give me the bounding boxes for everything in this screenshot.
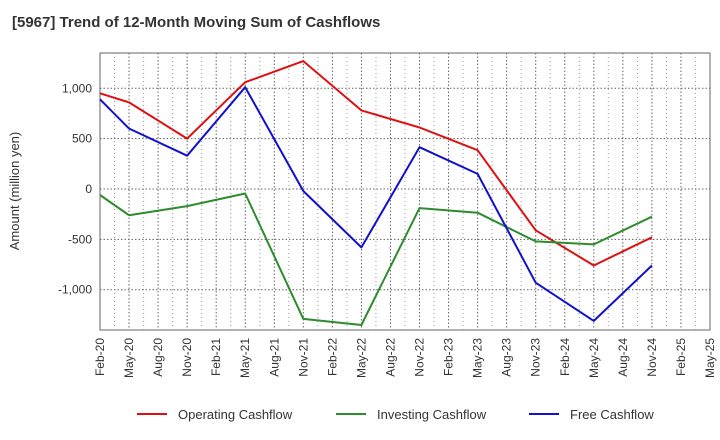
x-tick-labels: Feb-20 May-20 Aug-20 Nov-20 Feb-21 May-21 Aug-…: [93, 338, 717, 378]
x-tick-label: May-25: [703, 338, 717, 378]
y-tick-label: -500: [68, 232, 92, 246]
x-tick-label: May-21: [238, 338, 252, 378]
x-tick-label: Nov-22: [413, 338, 427, 377]
series-line-investing-cashflow: [99, 192, 653, 326]
x-tick-label: Feb-25: [674, 338, 688, 376]
x-tick-label: Feb-22: [325, 338, 339, 376]
legend-label-free-cashflow: Free Cashflow: [570, 407, 654, 422]
x-tick-label: Aug-20: [151, 338, 165, 377]
legend-label-investing-cashflow: Investing Cashflow: [377, 407, 487, 422]
x-tick-label: Nov-23: [529, 338, 543, 377]
series-layer: [99, 60, 653, 326]
x-tick-label: Nov-20: [180, 338, 194, 377]
plot-area: [99, 52, 711, 331]
y-tick-label: 500: [72, 132, 92, 146]
y-axis-title: Amount (million yen): [7, 132, 22, 251]
x-tick-label: May-24: [587, 338, 601, 378]
x-tick-label: May-23: [471, 338, 485, 378]
x-tick-label: May-20: [122, 338, 136, 378]
legend-label-operating-cashflow: Operating Cashflow: [178, 407, 293, 422]
x-tick-label: Feb-20: [93, 338, 107, 376]
x-tick-label: Nov-24: [645, 338, 659, 377]
x-tick-label: Aug-21: [267, 338, 281, 377]
x-tick-label: Aug-22: [383, 338, 397, 377]
series-line-free-cashflow: [99, 86, 653, 322]
x-tick-label: Nov-21: [296, 338, 310, 377]
x-tick-label: Feb-24: [558, 338, 572, 376]
legend: Operating Cashflow Investing Cashflow Free…: [137, 407, 654, 422]
y-tick-labels: 1,000 500 0 -500 -1,000: [58, 81, 92, 296]
y-tick-label: 0: [85, 182, 92, 196]
x-tick-label: Aug-23: [500, 338, 514, 377]
y-tick-label: -1,000: [58, 283, 92, 297]
x-tick-label: Aug-24: [616, 338, 630, 377]
x-tick-label: Feb-23: [442, 338, 456, 376]
chart-title: [5967] Trend of 12-Month Moving Sum of C…: [12, 14, 381, 31]
x-tick-label: Feb-21: [209, 338, 223, 376]
y-tick-label: 1,000: [62, 81, 92, 95]
x-tick-label: May-22: [354, 338, 368, 378]
